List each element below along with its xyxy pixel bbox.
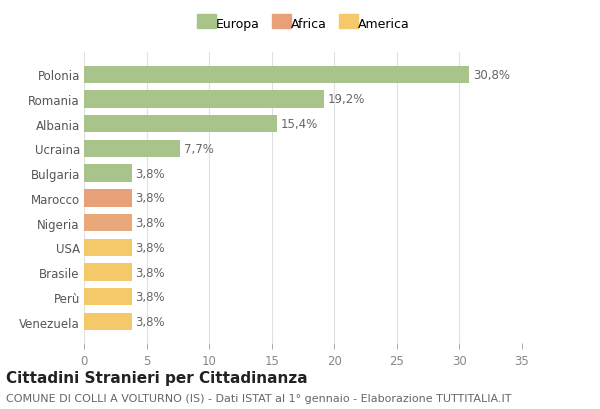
- Text: 3,8%: 3,8%: [136, 290, 165, 303]
- Bar: [84, 313, 131, 330]
- Bar: [84, 66, 469, 83]
- Bar: [84, 165, 131, 182]
- Bar: [84, 264, 131, 281]
- Legend: Europa, Africa, America: Europa, Africa, America: [194, 16, 412, 34]
- Text: 3,8%: 3,8%: [136, 192, 165, 205]
- Text: COMUNE DI COLLI A VOLTURNO (IS) - Dati ISTAT al 1° gennaio - Elaborazione TUTTIT: COMUNE DI COLLI A VOLTURNO (IS) - Dati I…: [6, 393, 511, 403]
- Text: 7,7%: 7,7%: [184, 143, 214, 155]
- Bar: [84, 239, 131, 256]
- Text: 15,4%: 15,4%: [280, 118, 318, 131]
- Bar: [84, 140, 181, 157]
- Text: 3,8%: 3,8%: [136, 167, 165, 180]
- Bar: [84, 288, 131, 306]
- Text: 3,8%: 3,8%: [136, 241, 165, 254]
- Bar: [84, 214, 131, 231]
- Bar: [84, 116, 277, 133]
- Bar: [84, 91, 324, 108]
- Text: 19,2%: 19,2%: [328, 93, 365, 106]
- Text: 3,8%: 3,8%: [136, 315, 165, 328]
- Text: 30,8%: 30,8%: [473, 69, 510, 81]
- Bar: [84, 190, 131, 207]
- Text: Cittadini Stranieri per Cittadinanza: Cittadini Stranieri per Cittadinanza: [6, 370, 308, 385]
- Text: 3,8%: 3,8%: [136, 266, 165, 279]
- Text: 3,8%: 3,8%: [136, 216, 165, 229]
